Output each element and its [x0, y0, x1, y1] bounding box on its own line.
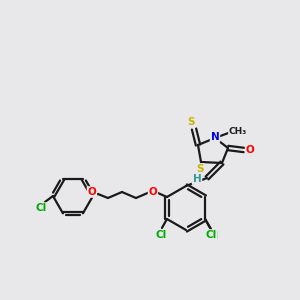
Text: S: S — [187, 117, 195, 127]
Text: H: H — [193, 174, 201, 184]
Text: N: N — [211, 132, 219, 142]
Text: S: S — [196, 164, 204, 174]
Text: O: O — [148, 187, 157, 197]
Text: Cl: Cl — [35, 203, 46, 213]
Text: Cl: Cl — [206, 230, 217, 240]
Text: CH₃: CH₃ — [229, 127, 247, 136]
Text: Cl: Cl — [155, 230, 167, 240]
Text: Cl: Cl — [207, 231, 219, 241]
Text: O: O — [246, 145, 254, 155]
Text: O: O — [88, 187, 96, 197]
